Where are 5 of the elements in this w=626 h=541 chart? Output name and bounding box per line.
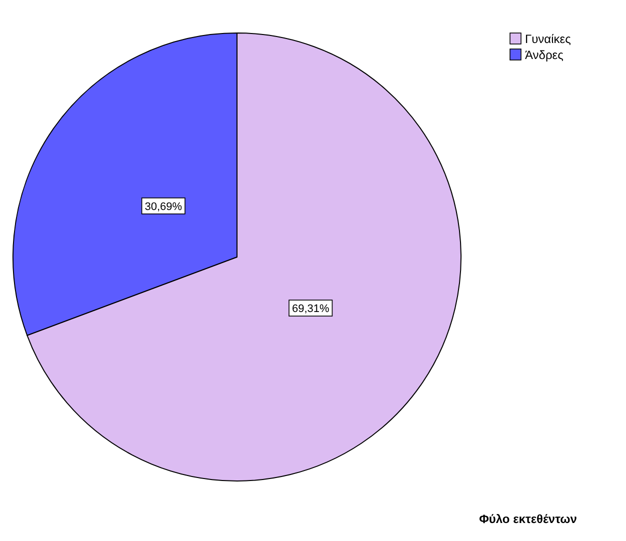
- legend-label: Άνδρες: [525, 48, 564, 62]
- data-label: 30,69%: [144, 200, 182, 213]
- text: Φύλο εκτεθέντων: [479, 512, 578, 526]
- data-label: 69,31%: [292, 303, 330, 316]
- legend-label: Γυναίκες: [525, 32, 572, 46]
